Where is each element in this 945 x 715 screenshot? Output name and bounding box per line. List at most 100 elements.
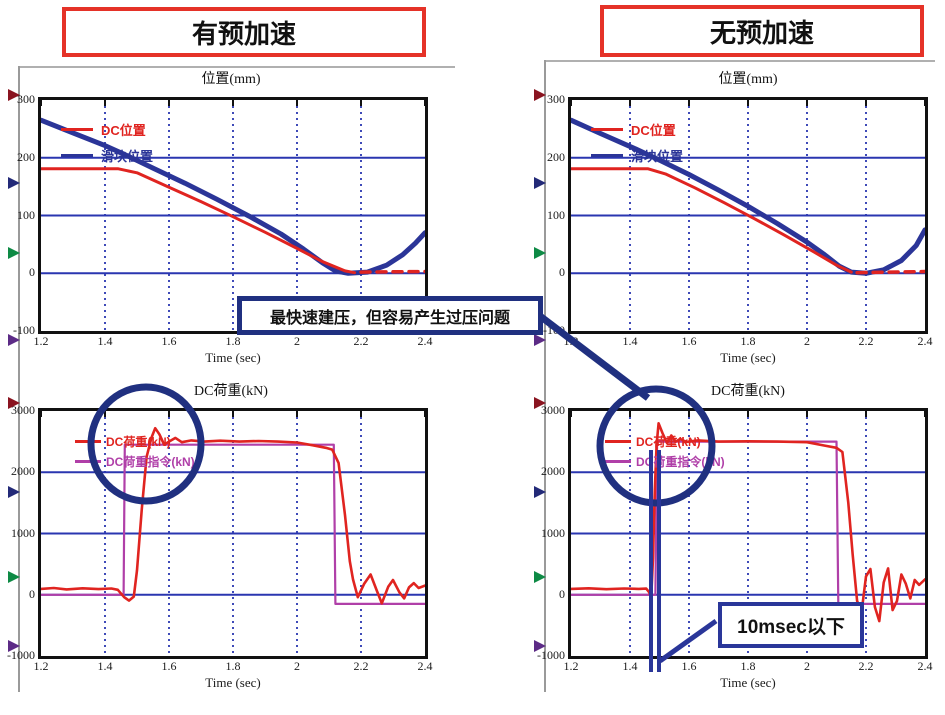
legend-line-sample	[61, 154, 93, 157]
y-tick-label: 0	[559, 265, 565, 280]
legend-line-sample	[605, 440, 631, 443]
x-tick-label: 2.4	[917, 659, 933, 673]
x-tick-label: 2	[294, 659, 300, 673]
x-tick-label: 1.6	[161, 659, 177, 673]
cursor-arrow-icon	[534, 486, 546, 498]
left-panel-border	[20, 66, 455, 68]
cursor-arrow-icon	[534, 247, 546, 259]
legend-label: 滑块位置	[631, 149, 684, 164]
cursor-arrow-icon	[534, 571, 546, 583]
legend-label: DC荷重指令(kN)	[106, 455, 195, 469]
legend-entry: DC位置	[61, 120, 153, 139]
cursor-arrow-icon	[8, 247, 20, 259]
legend-line-sample	[591, 154, 623, 157]
legend-label: DC荷重指令(kN)	[636, 455, 725, 469]
header-with-preacceleration: 有预加速	[62, 7, 426, 57]
legend-line-sample	[61, 128, 93, 131]
dc-position-settled-curve	[359, 269, 425, 274]
cursor-arrow-icon	[8, 571, 20, 583]
x-axis-label: Time (sec)	[205, 675, 261, 690]
x-tick-label: 1.6	[681, 334, 697, 348]
legend-label: DC荷重(kN)	[636, 435, 701, 449]
cursor-arrow-icon	[534, 397, 546, 409]
y-tick-label: 300	[17, 92, 35, 106]
x-tick-label: 1.4	[97, 659, 113, 673]
legend-position-right: DC位置滑块位置	[591, 120, 683, 172]
legend-load-left: DC荷重(kN) DC荷重指令(kN)	[75, 433, 195, 473]
y-tick-label: 300	[547, 92, 565, 106]
x-tick-label: 1.8	[225, 659, 241, 673]
legend-entry: 滑块位置	[591, 146, 683, 165]
dc-load-command-curve	[41, 443, 425, 605]
x-axis-label: Time (sec)	[720, 675, 776, 690]
legend-entry: DC荷重(kN)	[75, 433, 195, 450]
dc-position-curve	[571, 167, 853, 274]
x-tick-label: 1.4	[622, 334, 638, 348]
x-tick-label: 1.2	[33, 334, 49, 348]
chart-title-position-left: 位置(mm)	[201, 72, 261, 87]
y-tick-label: 0	[559, 586, 565, 601]
header-without-preacceleration: 无预加速	[600, 5, 924, 57]
y-tick-label: 100	[547, 207, 565, 222]
x-tick-label: 1.4	[97, 334, 113, 348]
legend-entry: DC荷重指令(kN)	[605, 453, 725, 470]
cursor-arrow-icon	[534, 640, 546, 652]
x-tick-label: 2	[804, 659, 810, 673]
x-tick-label: 1.8	[740, 659, 756, 673]
plot-surface	[571, 100, 925, 331]
y-tick-label: 3000	[541, 403, 565, 417]
callout-text: 最快速建压，但容易产生过压问题	[269, 309, 510, 327]
legend-line-sample	[75, 440, 101, 443]
chart-load-left: DC荷重(kN) DC荷重指令(kN) 3000 2000 1000 0 -1000 1.2…	[7, 403, 433, 690]
y-tick-label: 200	[547, 149, 565, 164]
x-tick-label: 1.2	[33, 659, 49, 673]
plot-surface	[41, 411, 425, 656]
left-panel-rail	[18, 66, 20, 692]
chart-position-right: DC位置 滑块位置 300 200 100 0 -100 1.2 1.4 1.6 1.8 2 2.2 2…	[543, 92, 933, 365]
x-tick-label: 2.2	[858, 334, 874, 348]
cursor-arrow-icon	[8, 640, 20, 652]
chart-title-position-right: 位置(mm)	[718, 72, 778, 87]
legend-label: DC位置	[631, 123, 676, 138]
header-left-label: 有预加速	[191, 18, 296, 49]
x-tick-label: 1.2	[563, 659, 579, 673]
x-tick-label: 2.2	[353, 334, 369, 348]
legend-line-sample	[75, 460, 101, 463]
y-tick-label: 0	[29, 265, 35, 280]
x-tick-label: 1.8	[225, 334, 241, 348]
header-right-label: 无预加速	[709, 17, 814, 48]
dc-load-curve	[41, 426, 425, 605]
x-tick-label: 2.4	[417, 334, 433, 348]
legend-line-sample	[605, 460, 631, 463]
duration-label-box: 10msec以下	[718, 602, 864, 648]
x-tick-label: 1.2	[563, 334, 579, 348]
legend-position-left: DC位置滑块位置	[61, 120, 153, 172]
y-tick-label: 2000	[11, 464, 35, 479]
y-tick-label: 100	[17, 207, 35, 222]
x-tick-label: 2.2	[353, 659, 369, 673]
y-tick-label: 0	[29, 586, 35, 601]
legend-load-right: DC荷重(kN) DC荷重指令(kN)	[605, 433, 725, 473]
legend-entry: DC位置	[591, 120, 683, 139]
plot-surface	[41, 100, 425, 331]
x-tick-label: 1.8	[740, 334, 756, 348]
x-axis-label: Time (sec)	[205, 350, 261, 365]
legend-entry: DC荷重(kN)	[605, 433, 725, 450]
x-tick-label: 2.4	[417, 659, 433, 673]
duration-label-text: 10msec以下	[737, 616, 845, 638]
y-tick-label: 200	[17, 149, 35, 164]
dc-position-curve	[41, 167, 357, 275]
right-panel-border	[546, 60, 935, 62]
legend-entry: DC荷重指令(kN)	[75, 453, 195, 470]
dc-position-settled-curve	[855, 269, 925, 275]
y-tick-label: -100	[13, 323, 35, 337]
chart-title-load-right: DC荷重(kN)	[711, 384, 785, 399]
cursor-arrow-icon	[534, 177, 546, 189]
legend-entry: 滑块位置	[61, 146, 153, 165]
chart-title-load-left: DC荷重(kN)	[194, 384, 268, 399]
slider-position-curve	[571, 117, 925, 276]
cursor-arrow-icon	[8, 89, 20, 101]
x-tick-label: 1.6	[681, 659, 697, 673]
x-tick-label: 2	[294, 334, 300, 348]
